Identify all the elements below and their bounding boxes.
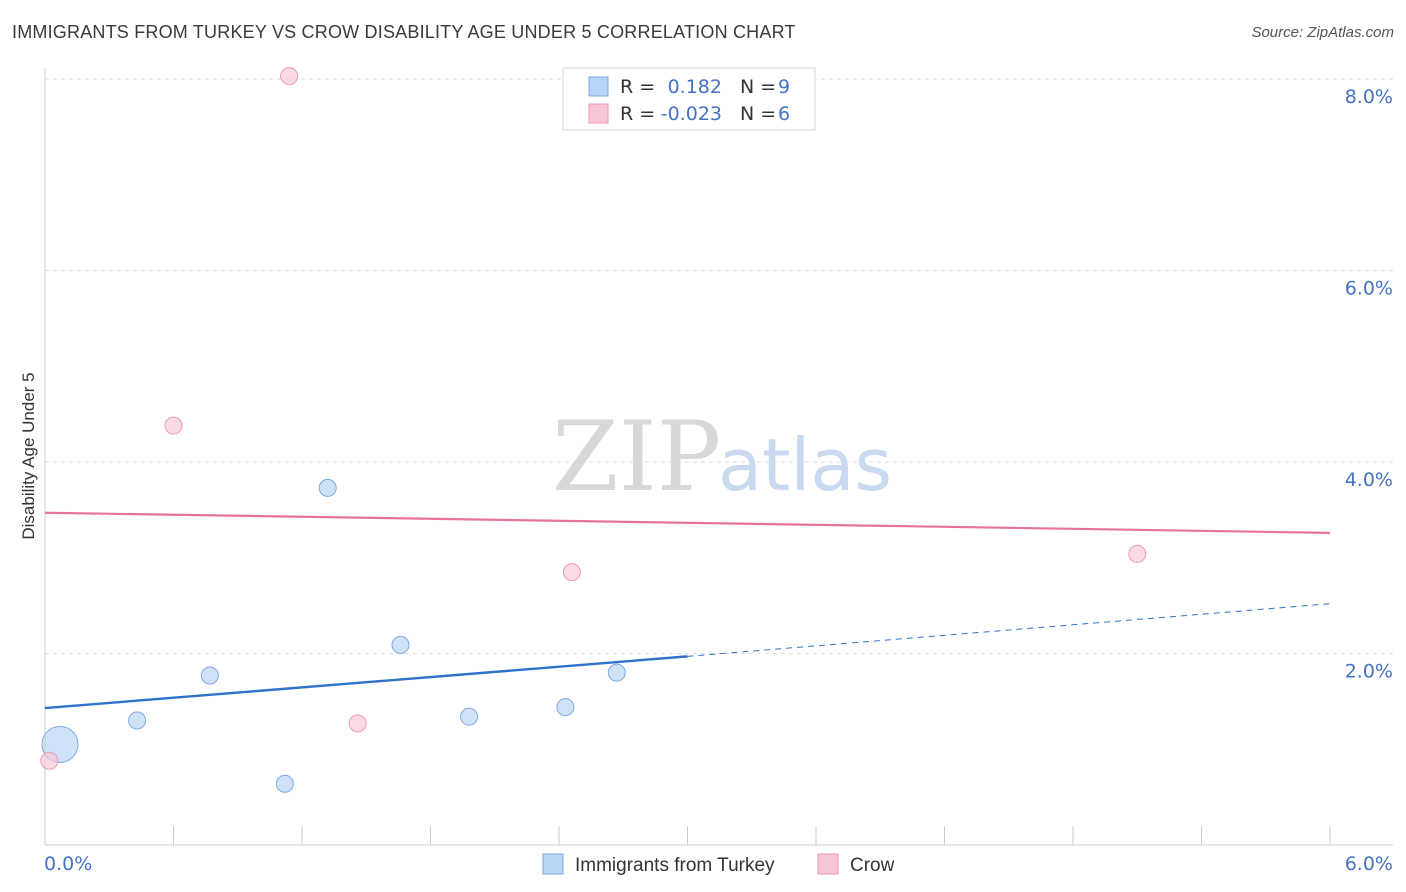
bottom-legend-label-turkey: Immigrants from Turkey [575,855,775,876]
point-turkey [200,666,219,685]
legend-swatch-turkey [588,76,609,97]
legend-n-label-2: N = [740,103,776,125]
point-crow [164,416,183,435]
legend-n-value-2: 6 [778,103,790,125]
legend-n-label-1: N = [740,76,776,98]
x-tick-label: 6.0% [1345,853,1393,875]
y-tick-label: 8.0% [1345,86,1393,108]
y-tick-labels: 2.0% 4.0% 6.0% 8.0% [1345,86,1393,683]
series-legend: Immigrants from Turkey Crow [542,853,895,876]
axes [44,68,1393,846]
point-turkey [556,698,575,717]
point-crow [1128,544,1147,563]
y-tick-label: 2.0% [1345,661,1393,683]
data-points [40,67,1147,793]
point-turkey [318,478,337,497]
point-crow [40,751,59,770]
source-label: Source: ZipAtlas.com [1251,24,1394,41]
bottom-legend-swatch-crow [817,853,839,875]
watermark-zip: ZIP [552,401,721,513]
watermark-atlas: atlas [718,423,892,507]
x-tick-labels: 0.0% 6.0% [44,853,1393,875]
legend-r-value-1: 0.182 [668,76,722,98]
point-crow [562,563,581,582]
trend-lines [44,511,1331,710]
point-turkey [391,635,410,654]
point-crow [280,67,299,86]
legend-r-value-2: -0.023 [661,103,722,125]
x-tick-label: 0.0% [44,853,92,875]
bottom-legend-swatch-turkey [542,853,564,875]
trend-line-crow [44,511,1331,534]
point-turkey [128,711,147,730]
chart-title: IMMIGRANTS FROM TURKEY VS CROW DISABILIT… [12,22,796,42]
grid-lines [45,78,1393,654]
y-axis-label: Disability Age Under 5 [19,372,38,539]
y-tick-label: 6.0% [1345,278,1393,300]
point-turkey [607,663,626,682]
y-tick-label: 4.0% [1345,469,1393,491]
point-crow [348,714,367,733]
point-turkey [460,707,479,726]
legend-swatch-crow [588,103,609,124]
correlation-legend: R = 0.182 N = 9 R = -0.023 N = 6 [562,67,816,131]
trend-line-turkey-extension [687,603,1331,657]
bottom-legend-label-crow: Crow [850,855,895,876]
point-turkey [275,774,294,793]
legend-r-label-1: R = [620,76,655,98]
legend-r-label-2: R = [620,103,655,125]
legend-n-value-1: 9 [778,76,790,98]
trend-line-turkey [44,655,688,710]
